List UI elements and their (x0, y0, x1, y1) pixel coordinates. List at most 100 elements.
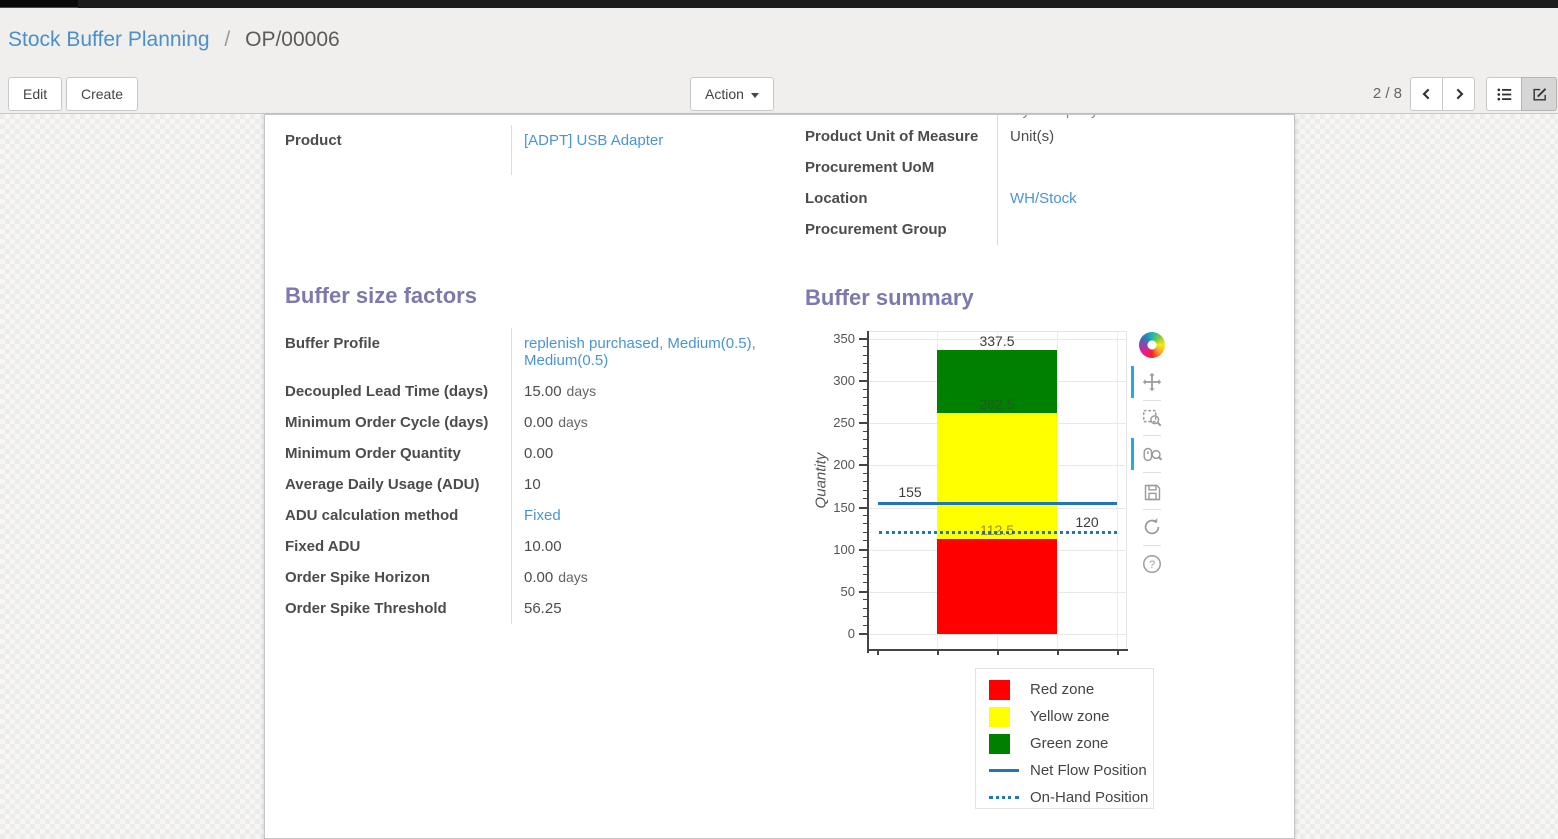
x-tick-mark (997, 651, 999, 655)
y-tick-mark (863, 439, 867, 441)
legend-label: Red zone (1030, 681, 1095, 698)
y-tick-mark (859, 338, 867, 340)
y-axis-line (867, 331, 869, 653)
x-gridline (1057, 331, 1058, 649)
field-label-product-uom: Product Unit of Measure (805, 128, 979, 145)
control-panel: Stock Buffer Planning / OP/00006 Edit Cr… (0, 8, 1558, 114)
breadcrumb-separator: / (224, 28, 231, 51)
list-view-button[interactable] (1486, 77, 1522, 111)
field-label-decoupled-lead-time: Decoupled Lead Time (days) (285, 383, 489, 400)
section-title-buffer-summary: Buffer summary (805, 285, 974, 310)
save-tool-icon[interactable] (1139, 479, 1165, 505)
y-tick-mark (859, 633, 867, 635)
form-view-background: Product [ADPT] USB Adapter My Company Pr… (0, 114, 1558, 839)
breadcrumb-parent-link[interactable]: Stock Buffer Planning (8, 28, 210, 51)
view-switcher (1486, 77, 1557, 111)
field-value-buffer-profile-link[interactable]: replenish purchased, Medium(0.5), Medium… (524, 335, 756, 369)
form-edit-icon (1531, 86, 1548, 103)
y-tick-mark (863, 515, 867, 516)
toolbar-divider (1143, 472, 1161, 473)
zone-value-label: 337.5 (979, 332, 1015, 349)
edit-button[interactable]: Edit (8, 77, 63, 111)
field-label-procurement-uom: Procurement UoM (805, 159, 935, 176)
on-hand-position-line (879, 530, 1117, 534)
y-tick-label: 50 (840, 583, 855, 599)
y-tick-mark (859, 380, 867, 383)
buffer-factors-group: Buffer Profile replenish purchased, Medi… (285, 328, 789, 624)
chevron-left-icon (1419, 86, 1435, 102)
wheel-zoom-tool-icon[interactable] (1139, 441, 1165, 467)
pan-tool-active-indicator (1131, 366, 1134, 398)
field-value-procurement-group (997, 214, 1296, 245)
pager-next-button[interactable] (1442, 77, 1475, 111)
field-label-product: Product (285, 132, 342, 149)
y-tick-mark (863, 405, 867, 407)
field-label-buffer-profile: Buffer Profile (285, 335, 381, 352)
field-value-location-link[interactable]: WH/Stock (1010, 190, 1077, 207)
field-label-min-order-cycle: Minimum Order Cycle (days) (285, 414, 489, 431)
y-tick-mark (859, 548, 867, 551)
y-tick-mark (863, 565, 867, 567)
y-tick-label: 0 (847, 626, 855, 641)
action-dropdown-button[interactable]: Action (690, 77, 774, 111)
field-value-min-order-cycle: 0.00 (524, 414, 554, 431)
net-flow-position-line (878, 502, 1117, 506)
y-tick-mark (863, 346, 867, 348)
y-tick-mark (863, 523, 867, 525)
box-zoom-tool-icon[interactable] (1139, 404, 1165, 430)
legend-label: Net Flow Position (1030, 762, 1147, 779)
y-tick-mark (863, 354, 867, 356)
help-tool-icon[interactable]: ? (1139, 551, 1165, 577)
x-gridline (1117, 331, 1118, 649)
reset-tool-icon[interactable] (1139, 514, 1165, 540)
line-value-label: 155 (898, 484, 922, 501)
y-tick-label: 200 (833, 457, 855, 473)
y-tick-mark (863, 363, 867, 365)
y-tick-mark (863, 413, 867, 415)
toolbar-divider (1143, 509, 1161, 510)
y-tick-mark (863, 489, 867, 491)
field-value-decoupled-lead-time: 15.00 (524, 383, 562, 400)
y-tick-mark (863, 582, 867, 584)
bokeh-logo-icon[interactable] (1139, 332, 1165, 358)
top-navbar (0, 0, 1558, 8)
field-value-min-order-quantity: 0.00 (511, 438, 789, 469)
line-value-label: 120 (1075, 513, 1099, 530)
x-tick-mark (937, 651, 939, 655)
field-unit: days (558, 414, 588, 430)
clipped-field-value: My Company (997, 115, 1296, 121)
y-tick-mark (863, 557, 867, 559)
form-view-button[interactable] (1521, 77, 1557, 111)
y-tick-mark (859, 464, 867, 467)
list-icon (1496, 86, 1513, 103)
field-value-product-link[interactable]: [ADPT] USB Adapter (524, 132, 664, 149)
y-tick-mark (863, 481, 867, 483)
chart-y-axis-title: Quantity (812, 452, 830, 509)
y-tick-mark (863, 430, 867, 432)
zone-value-label: 112.5 (980, 522, 1014, 539)
legend-swatch (989, 733, 1019, 754)
legend-item-yellow-zone: Yellow zone (976, 703, 1153, 730)
y-tick-mark (863, 447, 867, 449)
legend-item-net-flow: Net Flow Position (976, 757, 1153, 784)
pan-tool-icon[interactable] (1139, 369, 1165, 395)
zone-yellow (937, 412, 1057, 540)
buffer-summary-chart: Quantity (812, 330, 1175, 665)
zone-value-label: 262.5 (979, 395, 1015, 412)
field-label-order-spike-horizon: Order Spike Horizon (285, 569, 431, 586)
field-unit: days (558, 569, 588, 585)
y-tick-mark (863, 388, 867, 390)
chevron-right-icon (1451, 86, 1467, 102)
y-tick-label: 250 (833, 415, 855, 431)
create-button[interactable]: Create (66, 77, 139, 111)
x-axis-line (867, 649, 1128, 651)
pager-previous-button[interactable] (1410, 77, 1443, 111)
field-value-adu-method-link[interactable]: Fixed (524, 507, 561, 524)
field-value-adu: 10 (511, 469, 789, 500)
y-tick-mark (863, 574, 867, 575)
y-tick-mark (863, 531, 867, 533)
toolbar-divider (1143, 545, 1161, 546)
pager-counter: 2 / 8 (1372, 85, 1402, 102)
legend-item-on-hand: On-Hand Position (976, 784, 1153, 808)
legend-item-red-zone: Red zone (976, 676, 1153, 703)
